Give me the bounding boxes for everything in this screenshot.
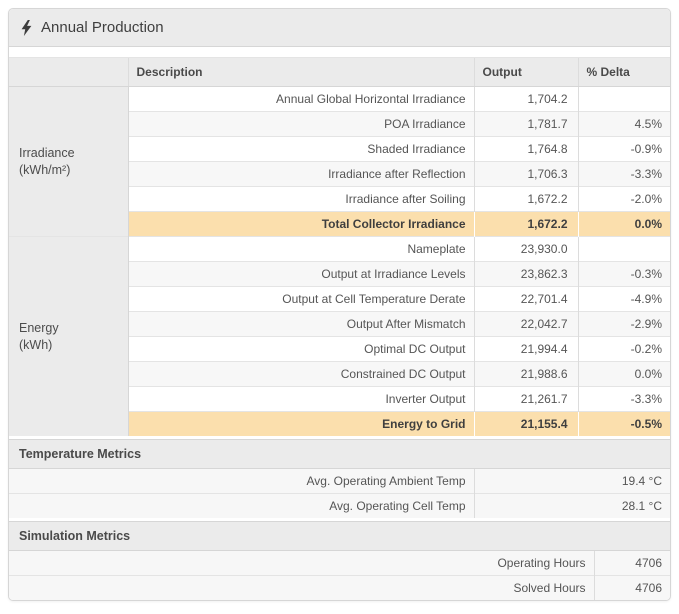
description-cell: POA Irradiance bbox=[128, 111, 474, 137]
description-cell: Irradiance after Reflection bbox=[128, 161, 474, 187]
row-group-label: Irradiance (kWh/m²) bbox=[9, 86, 129, 237]
output-cell: 21,261.7 bbox=[473, 386, 578, 412]
table-row: Inverter Output 21,261.7 -3.3% bbox=[9, 386, 670, 412]
output-cell: 22,701.4 bbox=[473, 286, 578, 312]
delta-cell: -3.3% bbox=[577, 386, 670, 412]
group-column-header bbox=[9, 57, 128, 87]
description-cell: Total Collector Irradiance bbox=[128, 211, 474, 237]
metric-value-cell: 4706 bbox=[593, 575, 670, 600]
delta-cell bbox=[577, 86, 670, 112]
metric-value-cell: 4706 bbox=[593, 551, 670, 576]
metric-label-cell: Avg. Operating Ambient Temp bbox=[9, 469, 474, 494]
table-row: Avg. Operating Cell Temp 28.1 °C bbox=[9, 493, 670, 518]
output-cell: 1,704.2 bbox=[473, 86, 578, 112]
delta-cell: 4.5% bbox=[577, 111, 670, 137]
metric-label-cell: Operating Hours bbox=[9, 551, 594, 576]
output-cell: 1,672.2 bbox=[473, 211, 578, 237]
metric-label-cell: Solved Hours bbox=[9, 575, 594, 600]
table-row: Irradiance (kWh/m²) Annual Global Horizont… bbox=[9, 86, 670, 237]
metric-value-cell: 19.4 °C bbox=[473, 469, 670, 494]
output-cell: 21,988.6 bbox=[473, 361, 578, 387]
annual-production-card: Annual Production Description Output % D… bbox=[8, 8, 671, 601]
table-row: Avg. Operating Ambient Temp 19.4 °C bbox=[9, 469, 670, 494]
description-cell: Annual Global Horizontal Irradiance bbox=[127, 86, 474, 112]
row-group-label: Energy (kWh) bbox=[9, 236, 129, 436]
description-cell: Constrained DC Output bbox=[128, 361, 474, 387]
table-row: Shaded Irradiance 1,764.8 -0.9% bbox=[9, 136, 670, 162]
output-cell: 23,862.3 bbox=[473, 261, 578, 287]
description-cell: Irradiance after Soiling bbox=[128, 186, 474, 212]
output-cell: 22,042.7 bbox=[473, 311, 578, 337]
table-row: Irradiance after Reflection 1,706.3 -3.3% bbox=[9, 161, 670, 187]
description-cell: Output at Irradiance Levels bbox=[128, 261, 474, 287]
page-title: Annual Production bbox=[41, 19, 164, 36]
output-cell: 1,672.2 bbox=[473, 186, 578, 212]
table-row: POA Irradiance 1,781.7 4.5% bbox=[9, 111, 670, 137]
description-cell: Energy to Grid bbox=[128, 411, 474, 436]
total-row: Total Collector Irradiance 1,672.2 0.0% bbox=[9, 211, 670, 237]
metric-label-cell: Avg. Operating Cell Temp bbox=[9, 493, 474, 518]
production-table: Description Output % Delta Irradiance (kW… bbox=[9, 57, 670, 436]
table-row: Irradiance after Soiling 1,672.2 -2.0% bbox=[9, 186, 670, 212]
output-cell: 23,930.0 bbox=[473, 236, 578, 262]
metric-value-cell: 28.1 °C bbox=[473, 493, 670, 518]
output-cell: 21,155.4 bbox=[473, 411, 578, 436]
delta-cell bbox=[577, 236, 670, 262]
row-group-energy: Energy (kWh) Nameplate 23,930.0 Output at Ir… bbox=[9, 236, 670, 436]
table-row: Energy (kWh) Nameplate 23,930.0 bbox=[9, 236, 670, 436]
lightning-bolt-icon bbox=[21, 19, 32, 36]
simulation-metrics-table: Operating Hours 4706 Solved Hours 4706 bbox=[9, 551, 670, 600]
production-table-head: Description Output % Delta bbox=[9, 57, 670, 87]
row-group-irradiance: Irradiance (kWh/m²) Annual Global Horizont… bbox=[9, 86, 670, 237]
delta-cell: 0.0% bbox=[577, 211, 670, 237]
description-cell: Output at Cell Temperature Derate bbox=[128, 286, 474, 312]
output-cell: 1,781.7 bbox=[473, 111, 578, 137]
column-header-row: Description Output % Delta bbox=[9, 57, 670, 87]
table-row: Solved Hours 4706 bbox=[9, 575, 670, 600]
description-cell: Inverter Output bbox=[128, 386, 474, 412]
section-header-temperature-metrics: Temperature Metrics bbox=[9, 439, 670, 469]
description-cell: Shaded Irradiance bbox=[128, 136, 474, 162]
table-row: Optimal DC Output 21,994.4 -0.2% bbox=[9, 336, 670, 362]
delta-cell: -3.3% bbox=[577, 161, 670, 187]
output-cell: 1,764.8 bbox=[473, 136, 578, 162]
description-column-header: Description bbox=[127, 57, 474, 87]
card-body: Description Output % Delta Irradiance (kW… bbox=[9, 47, 670, 600]
output-cell: 1,706.3 bbox=[473, 161, 578, 187]
table-row: Operating Hours 4706 bbox=[9, 551, 670, 576]
delta-cell: -0.2% bbox=[577, 336, 670, 362]
delta-cell: -0.3% bbox=[577, 261, 670, 287]
table-row: Output After Mismatch 22,042.7 -2.9% bbox=[9, 311, 670, 337]
description-cell: Optimal DC Output bbox=[128, 336, 474, 362]
table-row: Output at Irradiance Levels 23,862.3 -0.3% bbox=[9, 261, 670, 287]
delta-cell: 0.0% bbox=[577, 361, 670, 387]
description-cell: Output After Mismatch bbox=[128, 311, 474, 337]
table-row: Constrained DC Output 21,988.6 0.0% bbox=[9, 361, 670, 387]
temperature-metrics-table: Avg. Operating Ambient Temp 19.4 °C Avg. O… bbox=[9, 469, 670, 518]
delta-cell: -2.0% bbox=[577, 186, 670, 212]
delta-cell: -2.9% bbox=[577, 311, 670, 337]
delta-column-header: % Delta bbox=[577, 57, 670, 87]
table-row: Output at Cell Temperature Derate 22,701.… bbox=[9, 286, 670, 312]
delta-cell: -4.9% bbox=[577, 286, 670, 312]
card-header: Annual Production bbox=[9, 9, 670, 47]
delta-cell: -0.5% bbox=[577, 411, 670, 436]
delta-cell: -0.9% bbox=[577, 136, 670, 162]
output-column-header: Output bbox=[473, 57, 578, 87]
total-row: Energy to Grid 21,155.4 -0.5% bbox=[9, 411, 670, 436]
description-cell: Nameplate bbox=[127, 236, 474, 262]
output-cell: 21,994.4 bbox=[473, 336, 578, 362]
section-header-simulation-metrics: Simulation Metrics bbox=[9, 521, 670, 551]
